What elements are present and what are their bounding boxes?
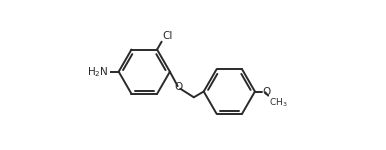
Text: O: O [263, 87, 271, 96]
Text: H$_2$N: H$_2$N [87, 65, 109, 79]
Text: O: O [175, 82, 183, 92]
Text: Cl: Cl [162, 31, 173, 41]
Text: CH$_3$: CH$_3$ [269, 96, 287, 109]
